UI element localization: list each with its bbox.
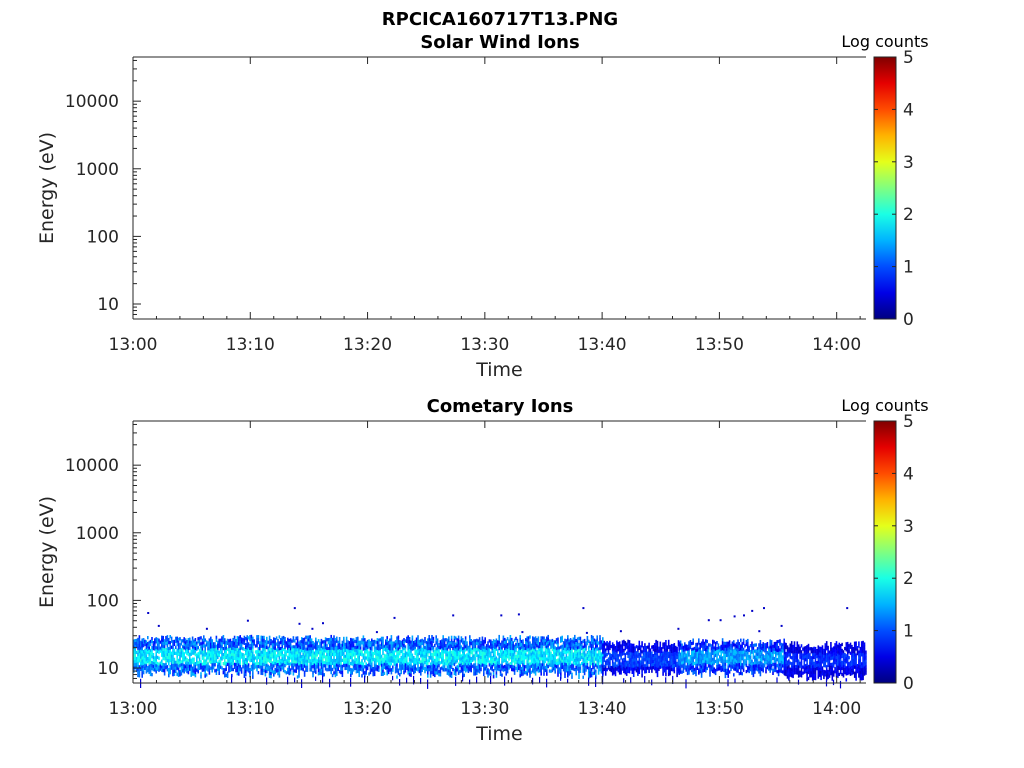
panel-title: Solar Wind Ions <box>420 32 579 53</box>
heatmap-band <box>133 634 604 689</box>
count-point <box>585 631 588 634</box>
x-tick-label: 13:50 <box>695 699 744 719</box>
colorbar-tick-label: 0 <box>903 310 914 330</box>
count-point <box>743 614 745 617</box>
y-tick-label: 10 <box>97 659 119 679</box>
x-tick-label: 13:20 <box>343 699 392 719</box>
y-axis-label: Energy (eV) <box>36 132 58 244</box>
count-point <box>298 622 301 625</box>
colorbar-tick-label: 1 <box>903 622 914 642</box>
colorbar-label: Log counts <box>841 396 928 415</box>
colorbar-label: Log counts <box>841 32 928 51</box>
y-tick-label: 1000 <box>76 524 119 544</box>
x-axis-label: Time <box>475 723 523 745</box>
count-point <box>246 619 249 622</box>
x-tick-label: 13:10 <box>226 699 275 719</box>
y-tick-label: 10000 <box>65 456 119 476</box>
y-tick-label: 100 <box>87 227 119 247</box>
count-point <box>322 622 324 625</box>
x-axis-label: Time <box>475 359 523 381</box>
solar-wind-ions-panel: Solar Wind Ions 13:00 13:10 13:20 13:30 13:40… <box>36 32 929 381</box>
count-point <box>521 631 524 634</box>
colorbar-tick-label: 2 <box>903 569 914 589</box>
colorbar-tick-label: 2 <box>903 205 914 225</box>
count-point <box>751 609 754 612</box>
x-tick-label: 13:40 <box>578 335 627 355</box>
count-point <box>293 607 296 610</box>
y-tick-label: 10000 <box>65 92 119 112</box>
x-tick-label: 13:30 <box>460 699 509 719</box>
count-point <box>157 624 160 627</box>
colorbar <box>873 56 897 320</box>
count-point <box>517 613 520 616</box>
count-point <box>619 630 622 633</box>
colorbar-tick-label: 3 <box>903 153 914 173</box>
colorbar-tick-label: 4 <box>903 464 914 484</box>
x-tick-label: 13:20 <box>343 335 392 355</box>
count-point <box>393 616 396 619</box>
x-tick-label: 14:00 <box>812 699 861 719</box>
colorbar-tick-label: 1 <box>903 258 914 278</box>
colorbar-tick-label: 5 <box>903 412 914 432</box>
y-tick-label: 100 <box>87 591 119 611</box>
count-point <box>205 627 208 630</box>
panel-title: Cometary Ions <box>427 396 574 417</box>
heatmap-layer <box>133 634 867 689</box>
y-tick-label: 10 <box>97 295 119 315</box>
x-tick-label: 14:00 <box>812 335 861 355</box>
figure-title: RPCICA160717T13.PNG <box>382 9 618 30</box>
colorbar-tick-label: 4 <box>903 100 914 120</box>
heatmap-band <box>783 640 867 689</box>
count-point <box>147 612 150 614</box>
count-point <box>375 631 378 634</box>
x-tick-label: 13:50 <box>695 335 744 355</box>
count-point <box>311 627 314 630</box>
count-point <box>500 614 503 617</box>
count-point <box>846 607 849 610</box>
count-point <box>707 619 710 622</box>
x-tick-label: 13:00 <box>109 335 158 355</box>
count-point <box>780 624 783 627</box>
x-tick-label: 13:00 <box>109 699 158 719</box>
count-point <box>763 607 765 610</box>
colorbar-tick-label: 3 <box>903 517 914 537</box>
count-point <box>719 619 722 622</box>
y-tick-label: 1000 <box>76 160 119 180</box>
colorbar-tick-label: 5 <box>903 48 914 68</box>
heatmap-band <box>678 638 785 689</box>
x-tick-label: 13:10 <box>226 335 275 355</box>
x-tick-label: 13:40 <box>578 699 627 719</box>
count-point <box>582 607 585 610</box>
count-point <box>677 627 680 630</box>
y-axis-label: Energy (eV) <box>36 496 58 608</box>
count-point <box>452 614 455 617</box>
plot-area <box>133 57 866 319</box>
count-point <box>758 630 761 633</box>
colorbar-tick-label: 0 <box>903 674 914 694</box>
colorbar <box>873 420 897 684</box>
count-point <box>733 615 736 618</box>
x-tick-label: 13:30 <box>460 335 509 355</box>
